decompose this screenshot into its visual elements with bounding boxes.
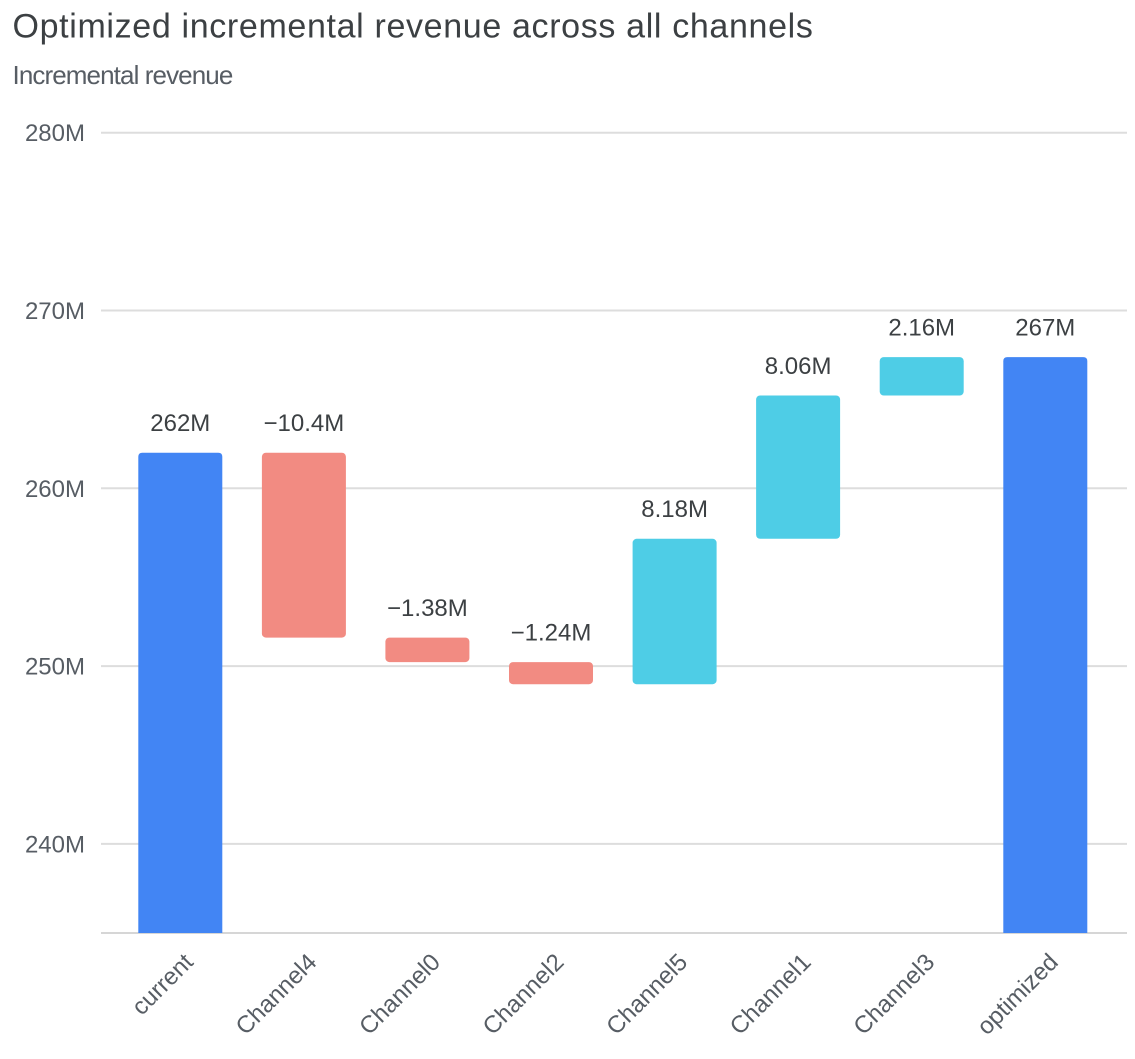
- svg-text:270M: 270M: [25, 298, 85, 325]
- svg-text:262M: 262M: [150, 410, 210, 437]
- svg-text:260M: 260M: [25, 476, 85, 503]
- svg-text:−1.38M: −1.38M: [387, 595, 468, 622]
- svg-text:8.18M: 8.18M: [641, 496, 708, 523]
- svg-text:Optimized incremental revenue: Optimized incremental revenue across all…: [13, 8, 814, 46]
- svg-text:−1.24M: −1.24M: [511, 619, 592, 646]
- svg-text:−10.4M: −10.4M: [264, 410, 345, 437]
- svg-text:Incremental revenue: Incremental revenue: [13, 60, 233, 90]
- svg-text:8.06M: 8.06M: [765, 353, 832, 380]
- svg-text:2.16M: 2.16M: [888, 314, 955, 341]
- svg-text:267M: 267M: [1015, 314, 1075, 341]
- svg-text:240M: 240M: [25, 831, 85, 858]
- svg-text:280M: 280M: [25, 120, 85, 147]
- svg-text:250M: 250M: [25, 654, 85, 681]
